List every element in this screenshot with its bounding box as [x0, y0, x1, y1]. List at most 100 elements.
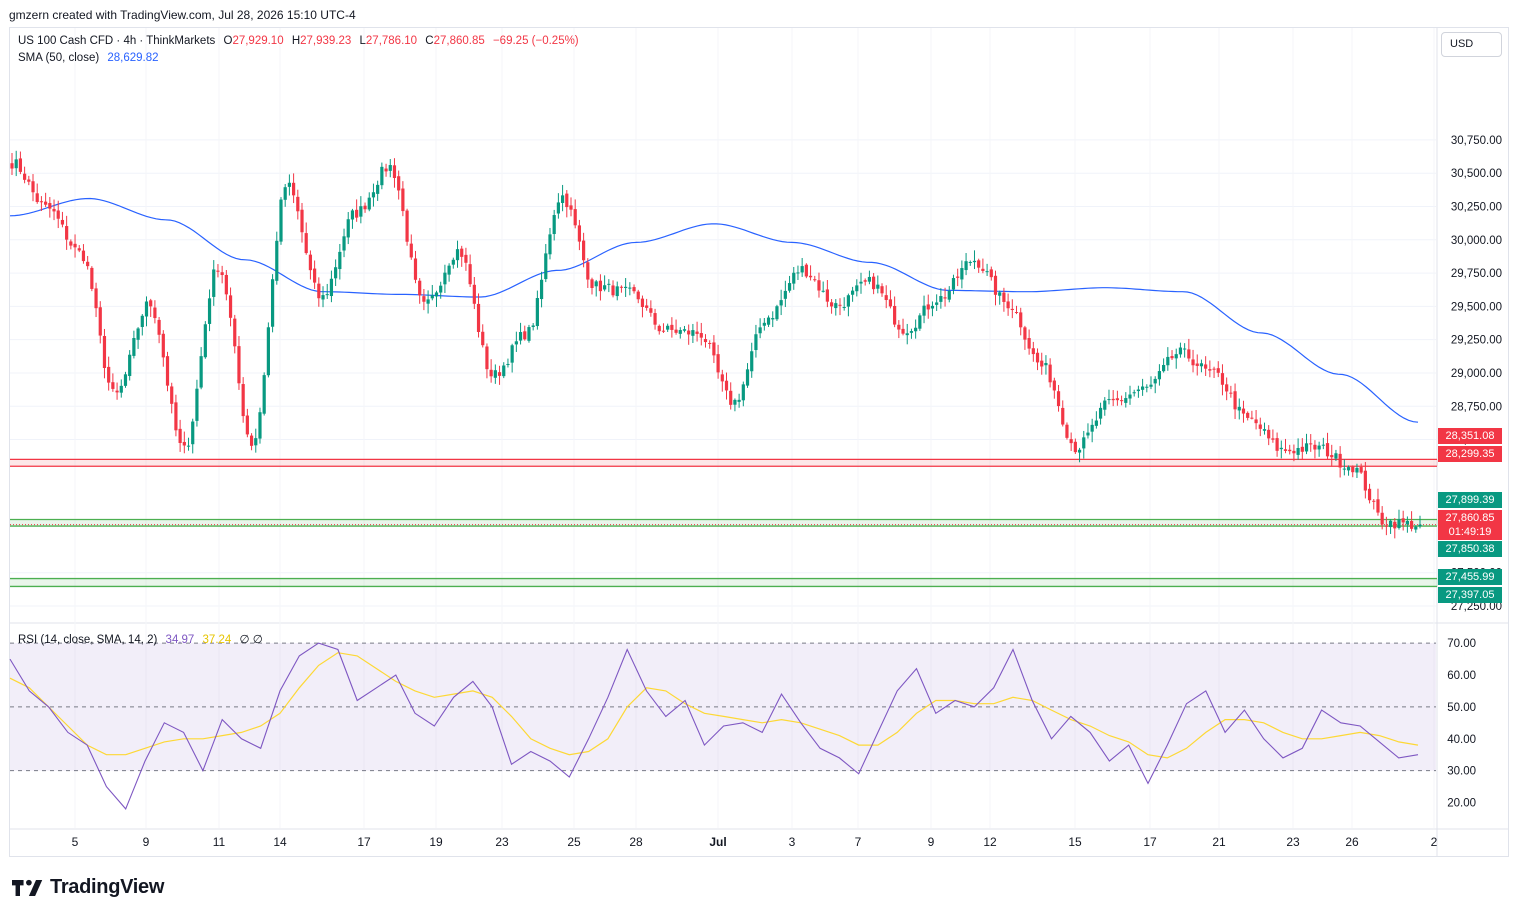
- candle-body: [666, 325, 670, 330]
- candle-body: [270, 279, 275, 327]
- candle-body: [287, 182, 291, 187]
- candle-body: [296, 196, 300, 212]
- rsi-legend[interactable]: RSI (14, close, SMA, 14, 2) 34.97 37.24 …: [18, 632, 263, 646]
- candle-body: [813, 279, 817, 281]
- time-tick-label: 5: [72, 835, 79, 849]
- candle-body: [918, 315, 922, 329]
- candle-body: [279, 199, 283, 242]
- candle-body: [102, 336, 107, 368]
- currency-selector[interactable]: USD: [1441, 32, 1502, 57]
- candle-body: [708, 342, 712, 344]
- candle-body: [586, 262, 590, 280]
- sma-legend[interactable]: SMA (50, close) 28,629.82: [18, 52, 159, 64]
- candle-body: [224, 274, 228, 295]
- candle-body: [195, 388, 199, 421]
- time-tick-label: 7: [855, 835, 862, 849]
- candle-body: [657, 325, 661, 332]
- candle-body: [472, 284, 476, 304]
- candle-body: [1199, 363, 1204, 367]
- candle-body: [161, 333, 165, 358]
- candle-body: [859, 281, 863, 284]
- candle-body: [1170, 356, 1174, 359]
- candle-body: [119, 385, 123, 393]
- candle-body: [1014, 312, 1019, 314]
- candle-body: [1351, 466, 1355, 473]
- price-tag: 27,850.38: [1438, 541, 1502, 557]
- candle-body: [1128, 394, 1132, 399]
- candle-body: [741, 384, 745, 401]
- candle-body: [241, 384, 245, 417]
- candle-body: [750, 351, 754, 372]
- candle-body: [363, 205, 367, 210]
- candle-body: [514, 341, 518, 345]
- candle-body: [86, 261, 90, 267]
- chart-frame: [9, 27, 1509, 857]
- candle-body: [712, 342, 716, 356]
- candle-body: [1393, 521, 1397, 529]
- rsi-tick-label: 20.00: [1447, 798, 1476, 810]
- candle-body: [783, 290, 787, 299]
- candle-body: [880, 286, 884, 294]
- tradingview-logo[interactable]: TradingView: [12, 876, 164, 899]
- candle-body: [518, 332, 523, 341]
- candle-body: [956, 276, 960, 278]
- candle-body: [695, 331, 699, 334]
- candle-body: [569, 205, 573, 210]
- candle-body: [1258, 424, 1262, 429]
- candle-body: [796, 272, 800, 274]
- candle-body: [548, 234, 552, 255]
- candle-body: [1229, 392, 1233, 394]
- candle-body: [573, 209, 577, 226]
- candle-body: [233, 318, 237, 347]
- candle-body: [1178, 347, 1183, 355]
- candle-body: [863, 280, 867, 282]
- candle-body: [1073, 441, 1077, 453]
- time-tick-label: 17: [357, 835, 371, 849]
- candle-body: [1367, 488, 1372, 501]
- candle-body: [1065, 424, 1069, 438]
- candle-body: [947, 290, 951, 300]
- rsi-tick-label: 40.00: [1447, 734, 1476, 746]
- candle-body: [346, 219, 350, 238]
- candle-body: [649, 308, 653, 313]
- candle-body: [317, 283, 321, 299]
- candle-body: [1342, 468, 1346, 470]
- candle-body: [523, 331, 527, 340]
- candle-body: [720, 374, 724, 382]
- candle-body: [724, 380, 729, 391]
- low-value: 27,786.10: [365, 35, 418, 47]
- candle-body: [98, 307, 102, 336]
- candle-body: [254, 438, 258, 446]
- candle-body: [758, 327, 762, 334]
- ohlc-legend: US 100 Cash CFD · 4h · ThinkMarkets O27,…: [18, 35, 579, 47]
- candle-body: [384, 168, 388, 172]
- candle-body: [418, 280, 422, 296]
- candle-body: [409, 243, 413, 258]
- candle-body: [1195, 363, 1199, 366]
- candle-body: [1162, 364, 1166, 372]
- price-tick-label: 30,500.00: [1451, 168, 1502, 180]
- candle-body: [771, 318, 775, 320]
- sma-value: 28,629.82: [107, 52, 159, 64]
- candle-body: [556, 202, 560, 214]
- candle-body: [1010, 308, 1014, 311]
- candle-body: [1246, 412, 1250, 418]
- candle-body: [590, 279, 594, 288]
- candle-body: [165, 356, 170, 386]
- candle-body: [77, 248, 81, 251]
- change-value: −69.25 (−0.25%): [492, 35, 579, 47]
- rsi-label: RSI (14, close, SMA, 14, 2): [18, 634, 158, 646]
- candle-body: [977, 260, 981, 268]
- candle-body: [682, 329, 687, 331]
- candle-body: [203, 324, 207, 358]
- symbol-title[interactable]: US 100 Cash CFD · 4h · ThinkMarkets: [18, 35, 216, 47]
- candle-body: [140, 315, 144, 327]
- rsi-tick-label: 60.00: [1447, 670, 1476, 682]
- candle-body: [392, 165, 397, 178]
- time-tick-label: 2: [1431, 835, 1438, 849]
- candle-body: [804, 264, 808, 277]
- candle-body: [69, 241, 73, 246]
- candle-body: [1174, 354, 1178, 359]
- candle-body: [1334, 453, 1338, 459]
